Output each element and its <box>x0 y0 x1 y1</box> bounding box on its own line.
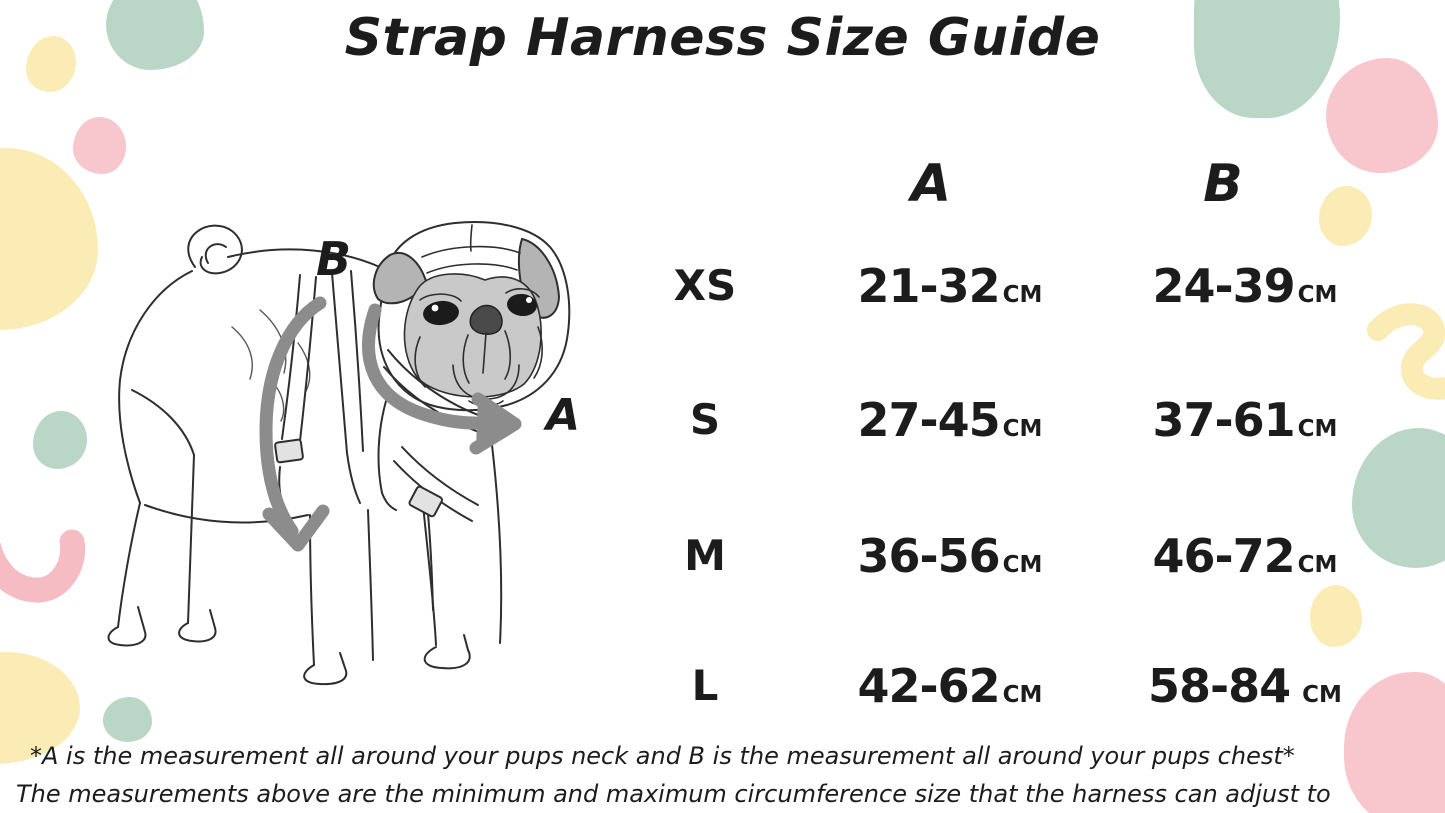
range-value: 42-62 <box>857 659 1001 713</box>
harness-buckle-side <box>274 438 304 464</box>
decor-blob-yellow-top-right <box>1319 186 1372 246</box>
range-value: 58-84 <box>1148 659 1291 713</box>
column-header-a: A <box>910 154 952 214</box>
pug-nose <box>469 304 503 335</box>
harness-buckle-chest <box>408 485 443 518</box>
size-label: M <box>684 531 726 580</box>
chest-range-cell: 46-72 CM <box>1120 520 1370 603</box>
arrow-b-chest <box>259 296 327 538</box>
pug-sketch <box>107 221 571 686</box>
unit-label: CM <box>1002 282 1043 308</box>
decor-squiggle-pink-left <box>0 529 86 603</box>
decor-squiggle-yellow-right <box>1367 303 1445 400</box>
range-value: 21-32 <box>857 259 1001 313</box>
table-column-headers: A B <box>0 148 1445 220</box>
unit-label: CM <box>1002 552 1043 578</box>
size-label: S <box>689 395 721 444</box>
unit-label: CM <box>1002 682 1043 708</box>
decor-blob-green-bottom-left <box>103 697 152 742</box>
decor-blob-pink-top-left <box>73 117 126 174</box>
pug-left-ear <box>372 252 428 305</box>
arrow-b-head <box>262 504 330 552</box>
range-value: 46-72 <box>1152 529 1296 583</box>
range-value: 27-45 <box>857 393 1001 447</box>
arrow-a-head <box>469 392 522 455</box>
decor-blob-pink-top-right <box>1326 58 1438 173</box>
decor-blob-yellow-top-left <box>26 36 76 92</box>
footnote-measurement-definitions: *A is the measurement all around your pu… <box>30 742 1295 770</box>
neck-range-cell: 36-56 CM <box>825 520 1075 603</box>
unit-label: CM <box>1297 416 1338 442</box>
range-value: 37-61 <box>1152 393 1296 447</box>
table-row-m: M 36-56 CM 46-72 CM <box>0 520 1445 592</box>
chest-range-cell: 24-39 CM <box>1120 250 1370 333</box>
unit-label: CM <box>1297 282 1338 308</box>
chest-range-cell: 58-84 CM <box>1120 650 1370 733</box>
size-label: L <box>691 661 719 710</box>
harness-straps <box>274 270 505 611</box>
diagram-label-a: A <box>546 390 581 441</box>
decor-blob-green-left <box>33 411 87 469</box>
chest-range-cell: 37-61 CM <box>1120 384 1370 467</box>
range-value: 36-56 <box>857 529 1001 583</box>
column-header-b: B <box>1203 154 1243 214</box>
unit-label: CM <box>1002 416 1043 442</box>
pug-illustration <box>70 215 630 735</box>
decor-blob-yellow-right-small <box>1310 585 1362 647</box>
range-value: 24-39 <box>1152 259 1296 313</box>
table-row-s: S 27-45 CM 37-61 CM <box>0 384 1445 456</box>
neck-range-cell: 21-32 CM <box>825 250 1075 333</box>
pug-head <box>372 221 571 412</box>
footnote-adjustability: The measurements above are the minimum a… <box>16 780 1331 808</box>
unit-label: CM <box>1302 682 1342 708</box>
neck-range-cell: 27-45 CM <box>825 384 1075 467</box>
diagram-label-b: B <box>316 232 352 286</box>
table-row-xs: XS 21-32 CM 24-39 CM <box>0 250 1445 322</box>
neck-range-cell: 42-62 CM <box>825 650 1075 733</box>
table-row-l: L 42-62 CM 58-84 CM <box>0 650 1445 722</box>
unit-label: CM <box>1297 552 1338 578</box>
decor-blob-green-top-left <box>106 0 204 70</box>
measurement-arrows <box>259 296 522 552</box>
arrow-a-neck <box>362 303 482 430</box>
page-title: Strap Harness Size Guide <box>344 8 1101 68</box>
size-label: XS <box>673 261 737 310</box>
